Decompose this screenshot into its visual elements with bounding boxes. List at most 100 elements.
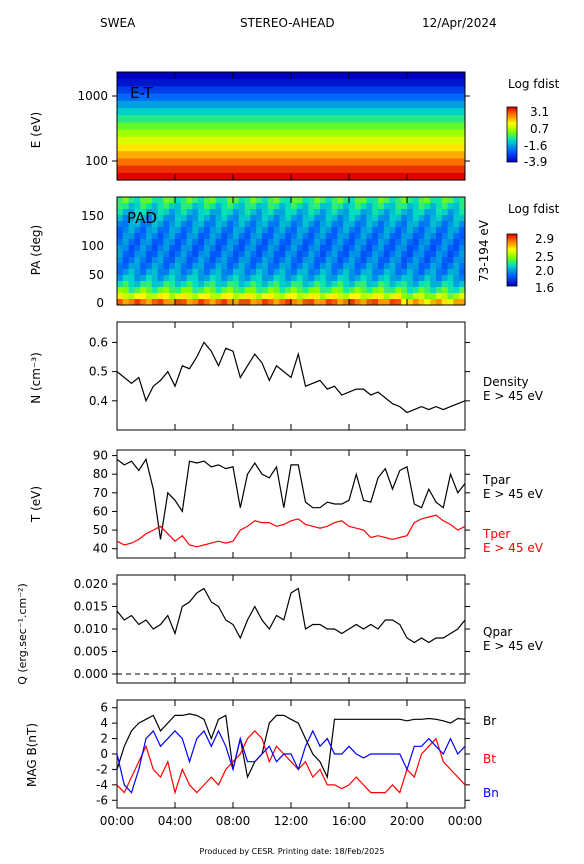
pad-cell: [459, 269, 466, 276]
pad-cell: [117, 233, 124, 240]
pad-colorbar-label: Log fdist: [508, 202, 560, 216]
pad-cell: [169, 215, 176, 222]
pad-ytick: 150: [81, 209, 104, 223]
pad-cell: [308, 209, 315, 216]
et-ylabel: E (eV): [29, 112, 43, 148]
pad-cell: [441, 227, 449, 234]
pad-cell: [436, 251, 443, 258]
pad-cell: [233, 293, 240, 300]
pad-cell: [407, 281, 414, 288]
pad-cell: [244, 245, 251, 252]
pad-cell: [122, 299, 130, 306]
density-series-sub: E > 45 eV: [483, 389, 544, 403]
pad-cell: [204, 215, 211, 222]
pad-cell: [366, 251, 373, 258]
xtick-label: 08:00: [216, 814, 251, 828]
pad-cell: [204, 197, 211, 204]
pad-cell: [308, 263, 315, 270]
pad-cell: [186, 233, 193, 240]
pad-cell: [343, 227, 350, 234]
pad-cell: [412, 287, 420, 294]
pad-cell: [412, 227, 420, 234]
pad-cell: [401, 215, 408, 222]
pad-cell: [198, 203, 205, 210]
et-band: [117, 79, 465, 87]
pad-cell: [233, 299, 240, 306]
pad-cell: [256, 197, 263, 204]
pad-cell: [418, 227, 425, 234]
pad-cell: [314, 281, 321, 288]
pad-cell: [372, 239, 379, 246]
pad-cell: [169, 275, 176, 282]
pad-cell: [366, 233, 373, 240]
pad-cell: [279, 245, 286, 252]
pad-cell: [250, 221, 257, 228]
pad-cell: [360, 227, 367, 234]
pad-cell: [256, 251, 263, 258]
pad-cell: [407, 239, 414, 246]
pad-cell: [204, 245, 211, 252]
pad-cell: [412, 299, 420, 306]
pad-cell: [192, 269, 199, 276]
pad-cell: [349, 287, 356, 294]
pad-cell: [250, 281, 257, 288]
pad-cell: [343, 293, 350, 300]
pad-cell: [244, 257, 251, 264]
pad-cell: [383, 245, 391, 252]
pad-cell: [169, 197, 176, 204]
pad-cell: [459, 245, 466, 252]
pad-cell: [296, 299, 304, 306]
pad-cell: [459, 263, 466, 270]
pad-cell: [453, 203, 460, 210]
pad-cell: [296, 209, 304, 216]
pad-cell: [192, 251, 199, 258]
pad-cell: [383, 275, 391, 282]
pad-cell: [383, 299, 391, 306]
pad-cell: [262, 203, 269, 210]
pad-cell: [401, 269, 408, 276]
pad-cell: [430, 293, 437, 300]
pad-cell: [383, 287, 391, 294]
pad-cell: [308, 233, 315, 240]
pad-cell: [244, 281, 251, 288]
pad-cell: [320, 275, 327, 282]
pad-cell: [273, 269, 280, 276]
et-band: [117, 100, 465, 109]
pad-cell: [314, 293, 321, 300]
pad-cell: [308, 293, 315, 300]
pad-cell: [192, 203, 199, 210]
pad-cell: [308, 281, 315, 288]
pad-cell: [198, 275, 205, 282]
pad-cell: [395, 251, 402, 258]
pad-cell: [134, 197, 141, 204]
pad-cell: [325, 299, 333, 306]
pad-cell: [134, 233, 141, 240]
pad-cell: [163, 299, 170, 306]
ytick-label: 6: [100, 701, 108, 715]
pad-cell: [337, 263, 344, 270]
pad-cell: [337, 299, 344, 306]
pad-cell: [354, 299, 362, 306]
pad-cell: [180, 203, 188, 210]
pad-cell: [302, 275, 309, 282]
pad-cell: [256, 257, 263, 264]
pad-cell: [151, 233, 159, 240]
pad-cell: [209, 197, 217, 204]
pad-cell: [441, 209, 449, 216]
pad-cell: [291, 281, 298, 288]
pad-cell: [383, 281, 391, 288]
pad-cell: [383, 269, 391, 276]
pad-cell: [302, 263, 309, 270]
pad-cell: [209, 251, 217, 258]
pad-cell: [360, 263, 367, 270]
pad-cell: [360, 281, 367, 288]
pad-cell: [209, 209, 217, 216]
pad-cell: [349, 209, 356, 216]
pad-cell: [407, 269, 414, 276]
series-line-qpar: [116, 587, 466, 644]
pad-cell: [134, 281, 141, 288]
et-band: [117, 129, 465, 138]
pad-cell: [291, 269, 298, 276]
pad-cbar-tick: 2.0: [535, 264, 554, 278]
